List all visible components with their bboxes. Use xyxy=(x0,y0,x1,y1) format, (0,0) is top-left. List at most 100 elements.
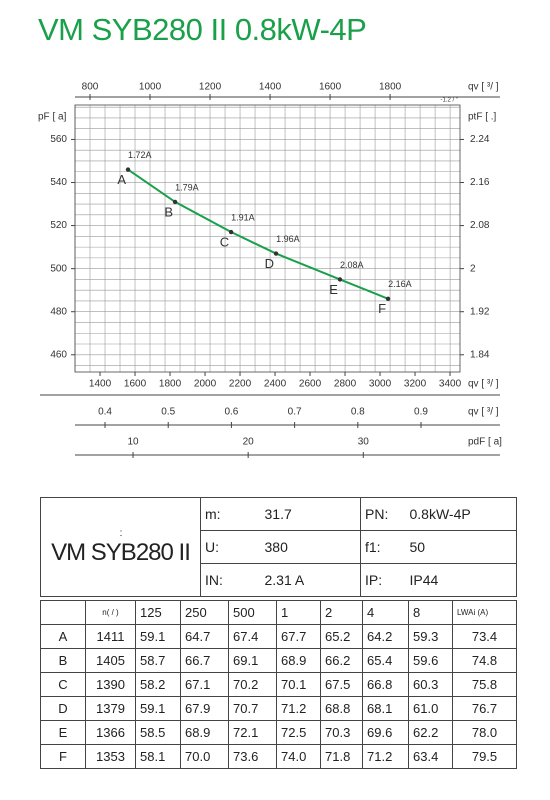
data-cell: 64.7 xyxy=(180,624,229,649)
data-cell: E xyxy=(40,720,86,745)
curve xyxy=(127,168,389,300)
x-tick-label: 2600 xyxy=(299,379,322,390)
header-cell: 4 xyxy=(362,600,409,625)
point-letter: B xyxy=(164,204,173,219)
data-cell: 72.5 xyxy=(276,720,321,745)
current-label: 1.96A xyxy=(276,234,300,244)
plot-frame xyxy=(74,104,461,373)
param-value: 50 xyxy=(405,530,517,564)
y-tick-label: 500 xyxy=(50,263,67,274)
data-cell: 71.2 xyxy=(362,744,409,769)
data-cell: 70.1 xyxy=(276,672,321,697)
point-letter: E xyxy=(329,282,338,297)
param-row: U: 380 f1: 50 xyxy=(41,530,517,564)
param-value: 2.31 A xyxy=(260,563,361,597)
x2-axis-label: pdF [ a] xyxy=(468,437,502,448)
data-cell: 65.2 xyxy=(320,624,363,649)
x2-tick-label: 1600 xyxy=(319,82,342,93)
x2-tick-label: 30 xyxy=(358,437,370,448)
x-tick-label: 3400 xyxy=(439,379,462,390)
data-cell: 1379 xyxy=(85,696,136,721)
data-cell: 70.0 xyxy=(180,744,229,769)
current-label: 2.16A xyxy=(388,279,412,289)
data-cell: A xyxy=(40,624,86,649)
param-value: IP44 xyxy=(405,563,517,597)
model-note: : xyxy=(119,527,123,539)
y-axis-label: pF [ a] xyxy=(38,112,67,123)
y-tick-label: 520 xyxy=(50,220,67,231)
data-cell: 63.4 xyxy=(408,744,453,769)
param-label: m: xyxy=(200,497,261,531)
data-cell: 73.6 xyxy=(228,744,277,769)
x2-tick-label: 10 xyxy=(127,437,139,448)
data-row: A 1411 59.1 64.7 67.4 67.7 65.2 64.2 59.3 73.4 xyxy=(40,624,517,649)
data-cell: 67.7 xyxy=(276,624,321,649)
current-label: 1.79A xyxy=(175,182,199,192)
x-tick-label: 2800 xyxy=(334,379,357,390)
x2-tick-label: 800 xyxy=(82,82,99,93)
x-tick-label: 3200 xyxy=(404,379,427,390)
y2-tick-label: 2.24 xyxy=(470,134,490,145)
param-value: 0.8kW-4P xyxy=(405,497,517,531)
param-label: PN: xyxy=(360,497,406,531)
data-cell: 71.2 xyxy=(276,696,321,721)
page-title: VM SYB280 II 0.8kW-4P xyxy=(38,12,367,47)
data-cell: 68.9 xyxy=(180,720,229,745)
header-cell: 500 xyxy=(228,600,277,625)
data-cell: D xyxy=(40,696,86,721)
data-cell: 66.2 xyxy=(320,648,363,673)
data-cell: 70.3 xyxy=(320,720,363,745)
data-cell: 76.7 xyxy=(452,696,517,721)
y-tick-label: 480 xyxy=(50,306,67,317)
point xyxy=(273,251,279,256)
x2-tick-label: 20 xyxy=(243,437,255,448)
x2-tick-label: 0.4 xyxy=(98,407,112,418)
x2-tick-label: 1800 xyxy=(379,82,402,93)
data-cell: 67.1 xyxy=(180,672,229,697)
y2-tick-label: 2.16 xyxy=(470,177,490,188)
data-cell: 58.7 xyxy=(135,648,181,673)
data-row: B 1405 58.7 66.7 69.1 68.9 66.2 65.4 59.6 74.8 xyxy=(40,648,517,673)
x-tick-label: 1400 xyxy=(89,379,112,390)
data-cell: 70.7 xyxy=(228,696,277,721)
param-value: 380 xyxy=(260,530,361,564)
param-value: 31.7 xyxy=(260,497,361,531)
x-axis-label: qv [ ³/ ] xyxy=(468,379,499,390)
x2-axis-label: qv [ ³/ ] xyxy=(468,407,499,418)
y2-tick-label: 2.08 xyxy=(470,220,490,231)
y-tick-label: 560 xyxy=(50,134,67,145)
data-cell: 1390 xyxy=(85,672,136,697)
point xyxy=(337,277,343,282)
data-cell: 58.1 xyxy=(135,744,181,769)
axis-note: -1.2 / " xyxy=(441,98,458,104)
data-cell: 66.8 xyxy=(362,672,409,697)
data-cell: 64.2 xyxy=(362,624,409,649)
chart: 460 480 500 520 540 560 pF [ a] 1.84 1.92 2 2.08 2.… xyxy=(38,82,502,458)
data-cell: 62.2 xyxy=(408,720,453,745)
data-cell: 78.0 xyxy=(452,720,517,745)
data-cell: 68.1 xyxy=(362,696,409,721)
current-label: 1.91A xyxy=(231,212,255,222)
data-table: n( / ) 125 250 500 1 2 4 8 LWAi (A) A 1411 59.1 64.7… xyxy=(40,600,517,769)
data-cell: 66.7 xyxy=(180,648,229,673)
point-letter: D xyxy=(265,256,274,271)
param-label: IN: xyxy=(200,563,261,597)
data-cell: 68.9 xyxy=(276,648,321,673)
y2-axis-label: ptF [ .] xyxy=(468,112,497,123)
y2-tick-label: 1.92 xyxy=(470,306,490,317)
param-label: U: xyxy=(200,530,261,564)
data-cell: 59.1 xyxy=(135,696,181,721)
header-cell: 2 xyxy=(320,600,363,625)
data-row: D 1379 59.1 67.9 70.7 71.2 68.8 68.1 61.0 76.7 xyxy=(40,696,517,721)
data-cell: 67.5 xyxy=(320,672,363,697)
param-table: : VM SYB280 II m: 31.7 PN: 0.8kW-4P U: 380 f1: 50… xyxy=(40,497,517,597)
point xyxy=(125,167,131,172)
data-cell: 59.3 xyxy=(408,624,453,649)
header-cell: 250 xyxy=(180,600,229,625)
point-letter: A xyxy=(117,172,126,187)
data-cell: 1353 xyxy=(85,744,136,769)
x2-tick-label: 0.7 xyxy=(288,407,302,418)
header-cell: LWAi (A) xyxy=(452,600,517,625)
data-row: F 1353 58.1 70.0 73.6 74.0 71.8 71.2 63.4 79.5 xyxy=(40,744,517,769)
x2-tick-label: 0.6 xyxy=(224,407,238,418)
